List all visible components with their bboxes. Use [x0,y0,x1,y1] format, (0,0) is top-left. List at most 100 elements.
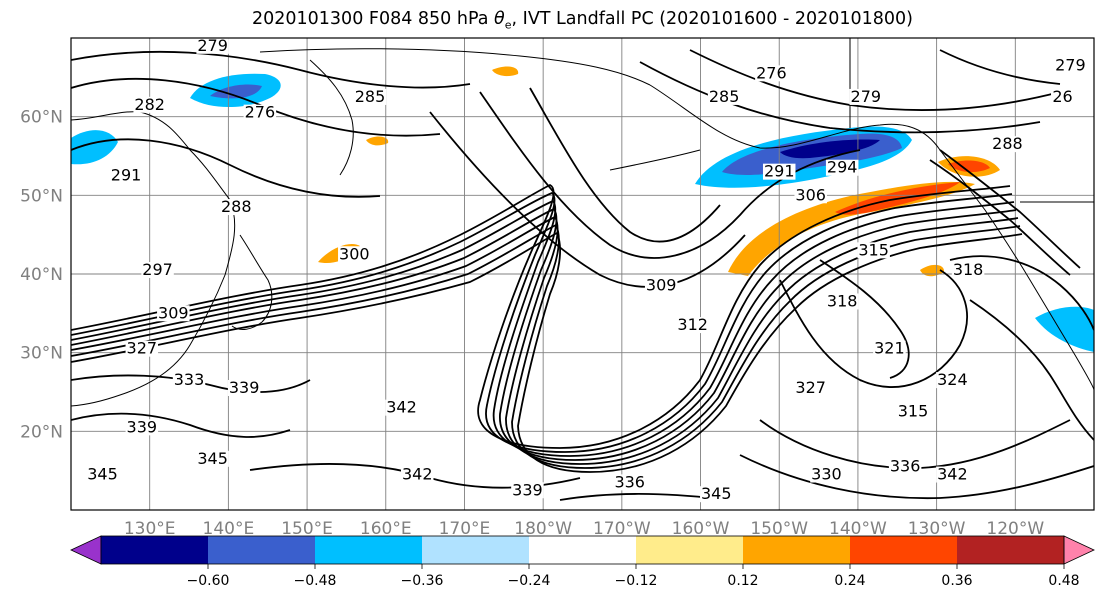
contour-label: 342 [402,465,433,484]
contour-bundle-jet [71,183,1023,473]
lat-tick-label: 40°N [20,265,63,285]
contour-label-bg [762,163,796,180]
contour-label-bg [338,246,371,263]
lon-tick-label: 140°W [829,519,887,539]
contour-east-4 [739,454,1094,500]
map-gridlines [71,38,1094,510]
contour-coast-bundle-2 [939,149,1081,269]
contour-label: 321 [874,339,905,358]
contour-label: 345 [701,484,732,503]
contour-label-bg [353,88,387,105]
jet-line-5 [71,215,1019,465]
contour-coast-bundle [929,159,1071,276]
contour-east-5 [949,255,1094,331]
contour-label: 291 [764,162,795,181]
contour-label: 324 [937,370,968,389]
lat-tick-label: 50°N [20,186,63,206]
contour-label: 327 [795,378,826,397]
contour-label: 339 [127,417,158,436]
contour-label-bg [951,262,985,278]
contour-label-bg [794,187,827,204]
coastlines [71,38,1094,407]
coast-asia [71,111,236,407]
lat-tick-label: 60°N [20,108,63,128]
longitude-axis: 130°E 140°E 150°E 160°E 170°E 180°W 170°W 160°W… [124,519,1045,539]
contour-south-2 [71,412,291,438]
contour-label-bg [196,38,229,54]
contour-east-6 [969,299,1094,441]
shade-positive-jet-orange [728,181,975,276]
colorbar-extend-high [1063,535,1095,565]
title-subscript: e [504,18,512,32]
contour-label-bg [1054,57,1087,74]
contour-east-2 [819,259,910,379]
contour-label-bg [227,380,261,396]
coast-japan [231,234,273,330]
contour-south-1 [71,374,311,393]
contour-label: 291 [111,166,142,185]
colorbar-frame [100,535,1065,565]
colorbar-tick-label: 0.48 [1048,573,1079,589]
contour-label: 297 [142,260,173,279]
contour-label: 294 [827,158,858,177]
lon-tick-label: 140°E [203,519,255,539]
contour-label-bg [991,136,1024,153]
colorbar-segment [850,536,958,564]
contour-label-bg [109,167,143,184]
contour-label-bg [172,372,206,389]
lon-tick-label: 130°W [908,519,966,539]
contour-label: 318 [953,260,984,279]
contour-label: 342 [937,465,968,484]
contour-label-bg [385,399,418,416]
colorbar-tick-label: −0.24 [508,573,551,589]
contour-label-bg [157,305,190,322]
colorbar-tick-label: −0.60 [187,573,230,589]
contour-label: 276 [756,63,787,82]
contour-label-bg [810,466,843,483]
lon-tick-label: 120°W [986,519,1044,539]
contour-label-bg [613,474,646,491]
colorbar-tick-label: 0.12 [727,573,758,589]
contour-label: 276 [245,103,276,122]
shade-positive-spot-4 [366,136,389,146]
contour-label: 336 [614,472,645,491]
contour-label: 285 [709,87,740,106]
colorbar-segment [101,536,209,564]
contour-label: 285 [355,87,386,106]
ivt-shading [71,66,1094,352]
contour-label: 288 [992,134,1023,153]
contour-label: 339 [229,378,260,397]
lon-tick-label: 160°E [360,519,412,539]
contour-label: 300 [339,244,370,263]
contour-label-bg [676,317,709,334]
contour-north-6 [939,49,1061,85]
contour-label-bg [133,96,166,113]
contour-label-bg [896,403,930,420]
theta-e-contours [71,49,1094,501]
contour-label-bg [700,486,733,503]
contour-label: 327 [127,339,158,358]
contour-label: 309 [158,303,189,322]
lon-tick-label: 170°W [593,519,651,539]
contour-label-bg [141,262,174,278]
lon-tick-label: 180°W [514,519,572,539]
shade-positive-spot-2 [492,66,519,77]
contour-label-bg [755,65,788,82]
contour-label: 318 [827,291,858,310]
contour-label: 330 [811,465,842,484]
shade-negative-gulf-alaska-core [780,139,880,159]
contour-label-bg [243,104,277,121]
contour-label: 336 [890,457,921,476]
colorbar-segment [422,536,530,564]
contour-label: 315 [898,402,929,421]
jet-line-3 [71,199,1015,457]
contour-label-bg [644,277,678,294]
colorbar: −0.60 −0.48 −0.36 −0.24 −0.12 0.12 0.24 0.36 0.4… [70,535,1095,589]
contour-label: 315 [858,240,889,259]
contour-east-1 [779,269,968,388]
shade-negative-west-edge [71,130,118,165]
colorbar-tick-label: −0.36 [401,573,444,589]
contour-ridge-3 [529,87,721,243]
lon-tick-label: 150°E [281,519,333,539]
shade-positive-spot-3 [920,264,945,277]
